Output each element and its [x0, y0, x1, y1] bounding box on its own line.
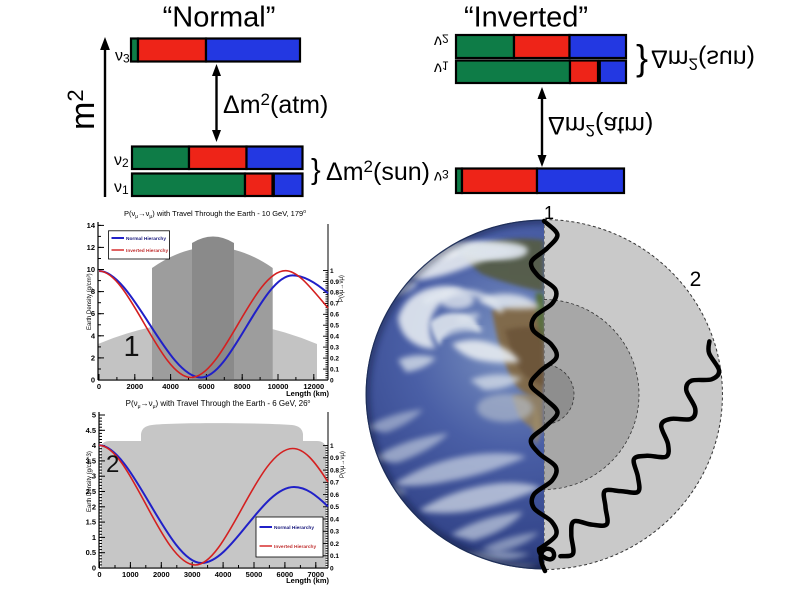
svg-text:1: 1: [544, 203, 554, 223]
svg-text:P(νμ→νμ) with Travel Through t: P(νμ→νμ) with Travel Through the Earth -…: [124, 209, 306, 220]
svg-text:Δm2(atm): Δm2(atm): [548, 111, 653, 140]
svg-text:0: 0: [330, 565, 334, 572]
svg-text:2: 2: [91, 353, 95, 362]
svg-text:Inverted Hierarchy: Inverted Hierarchy: [274, 544, 316, 550]
svg-text:0.5: 0.5: [330, 323, 339, 330]
svg-text:1: 1: [330, 268, 334, 275]
svg-text:ν2: ν2: [434, 32, 449, 50]
svg-text:0.4: 0.4: [330, 334, 339, 341]
svg-text:Normal Hierarchy: Normal Hierarchy: [126, 236, 166, 242]
svg-text:0.9: 0.9: [330, 455, 339, 462]
svg-text:Earth Density (g/cm³): Earth Density (g/cm³): [87, 273, 93, 330]
svg-text:“Normal”: “Normal”: [163, 2, 276, 34]
svg-text:12: 12: [87, 243, 95, 252]
svg-text:2: 2: [92, 502, 96, 511]
svg-text:ν3: ν3: [115, 48, 130, 66]
svg-text:0: 0: [91, 376, 95, 385]
svg-text:Earth Density (g/cm^3): Earth Density (g/cm^3): [87, 451, 93, 512]
svg-text:4: 4: [92, 441, 97, 450]
svg-text:0.1: 0.1: [330, 366, 339, 373]
svg-text:0: 0: [97, 570, 101, 579]
svg-text:4: 4: [91, 331, 96, 340]
svg-text:2000: 2000: [126, 382, 143, 391]
svg-text:ν3: ν3: [434, 167, 449, 185]
svg-text:0.1: 0.1: [330, 553, 339, 560]
svg-text:4.5: 4.5: [86, 426, 96, 435]
svg-text:1: 1: [124, 331, 140, 363]
svg-text:0.7: 0.7: [330, 301, 339, 308]
svg-text:1000: 1000: [122, 570, 139, 579]
svg-text:0.5: 0.5: [86, 548, 96, 557]
svg-text:10000: 10000: [268, 382, 289, 391]
svg-text:14: 14: [87, 221, 96, 230]
svg-text:7000: 7000: [307, 570, 324, 579]
svg-text:3.5: 3.5: [86, 456, 96, 465]
svg-text:0: 0: [330, 377, 334, 384]
svg-text:0.9: 0.9: [330, 279, 339, 286]
svg-text:6000: 6000: [198, 382, 215, 391]
svg-text:m2: m2: [63, 89, 102, 130]
svg-text:P(νμ→νμ): P(νμ→νμ): [339, 275, 345, 302]
svg-text:Inverted Hierarchy: Inverted Hierarchy: [126, 248, 168, 254]
svg-text:2: 2: [106, 451, 119, 478]
svg-text:ν1: ν1: [434, 59, 449, 77]
svg-text:8: 8: [91, 287, 95, 296]
svg-text:2: 2: [690, 268, 702, 291]
svg-text:ν1: ν1: [114, 179, 129, 197]
svg-text:}: }: [636, 37, 648, 78]
svg-text:Δm2(sun): Δm2(sun): [651, 45, 755, 74]
svg-text:8000: 8000: [234, 382, 251, 391]
svg-text:5000: 5000: [246, 570, 263, 579]
svg-text:0.6: 0.6: [330, 492, 339, 499]
svg-text:0.2: 0.2: [330, 541, 339, 548]
svg-text:0.7: 0.7: [330, 480, 339, 487]
svg-text:1.5: 1.5: [86, 518, 96, 527]
svg-text:Length (km): Length (km): [286, 389, 329, 398]
svg-text:Δm2(sun): Δm2(sun): [326, 157, 430, 186]
svg-text:3000: 3000: [184, 570, 201, 579]
svg-text:0.6: 0.6: [330, 312, 339, 319]
svg-text:12000: 12000: [303, 382, 324, 391]
svg-text:0.3: 0.3: [330, 344, 339, 351]
svg-text:0.8: 0.8: [330, 290, 339, 297]
svg-text:2.5: 2.5: [86, 487, 96, 496]
svg-text:Length (km): Length (km): [286, 576, 329, 585]
svg-text:1: 1: [92, 533, 96, 542]
svg-text:0: 0: [97, 382, 101, 391]
svg-text:4000: 4000: [215, 570, 232, 579]
svg-text:0.8: 0.8: [330, 467, 339, 474]
svg-text:ν2: ν2: [114, 152, 129, 170]
svg-text:“Inverted”: “Inverted”: [464, 2, 588, 34]
svg-text:3: 3: [92, 472, 96, 481]
svg-text:0.5: 0.5: [330, 504, 339, 511]
svg-text:1: 1: [330, 443, 334, 450]
svg-text:0.4: 0.4: [330, 516, 339, 523]
svg-text:6000: 6000: [277, 570, 294, 579]
svg-text:2000: 2000: [153, 570, 170, 579]
svg-text:5: 5: [92, 411, 96, 420]
svg-text:P(νμ→νμ): P(νμ→νμ): [340, 451, 346, 478]
svg-text:0: 0: [92, 564, 96, 573]
svg-text:}: }: [311, 154, 321, 186]
svg-text:0.2: 0.2: [330, 355, 339, 362]
svg-text:6: 6: [91, 309, 95, 318]
svg-text:4000: 4000: [162, 382, 179, 391]
svg-text:Normal Hierarchy: Normal Hierarchy: [274, 525, 314, 531]
svg-text:P(νμ→νμ) with Travel Through t: P(νμ→νμ) with Travel Through the Earth -…: [126, 399, 311, 410]
svg-text:0.3: 0.3: [330, 529, 339, 536]
svg-text:10: 10: [87, 265, 95, 274]
svg-text:Δm2(atm): Δm2(atm): [223, 90, 328, 119]
